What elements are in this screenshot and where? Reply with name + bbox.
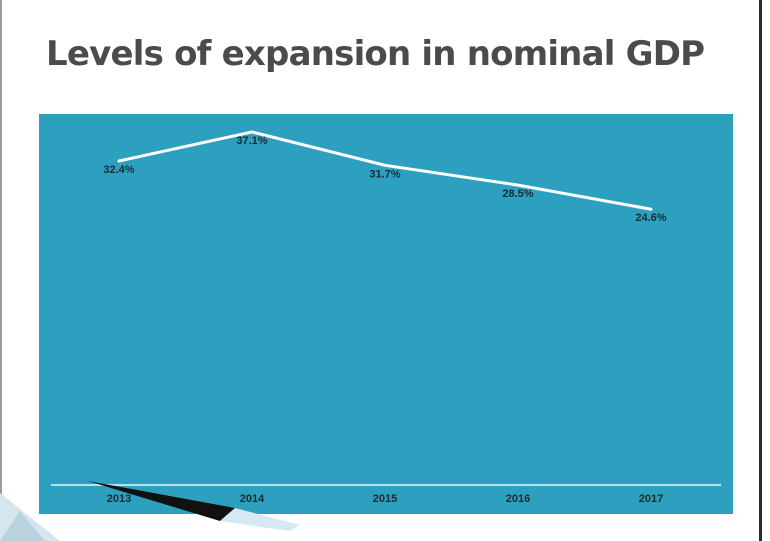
x-tick-label-2017: 2017 [639,493,663,505]
data-label-2016: 28.5% [502,188,533,200]
x-tick-labels: 2013 2014 2015 2016 2017 [107,493,663,505]
x-tick-label-2014: 2014 [240,493,265,505]
slide-corner-decoration [0,481,300,541]
slide-right-border [759,0,762,541]
x-tick-label-2013: 2013 [107,493,131,505]
chart-panel: 32.4% 37.1% 31.7% 28.5% 24.6% 2013 2014 2015 20… [39,114,733,514]
data-label-2013: 32.4% [103,164,134,176]
x-tick-label-2015: 2015 [373,493,397,505]
data-labels: 32.4% 37.1% 31.7% 28.5% 24.6% [103,135,666,224]
corner-swoosh-dark [88,481,235,521]
data-label-2017: 24.6% [635,212,666,224]
corner-swoosh-pale [220,508,300,531]
series-line [117,130,653,211]
data-label-2014: 37.1% [236,135,267,147]
slide-left-border [0,0,2,541]
x-tick-label-2016: 2016 [506,493,530,505]
line-chart: 32.4%37.1%31.7%28.5%24.6% 2013 2014 2015 20… [51,130,721,505]
slide-title: Levels of expansion in nominal GDP [46,34,705,74]
data-label-2015: 31.7% [369,168,400,180]
corner-swoosh-mid [0,511,45,541]
